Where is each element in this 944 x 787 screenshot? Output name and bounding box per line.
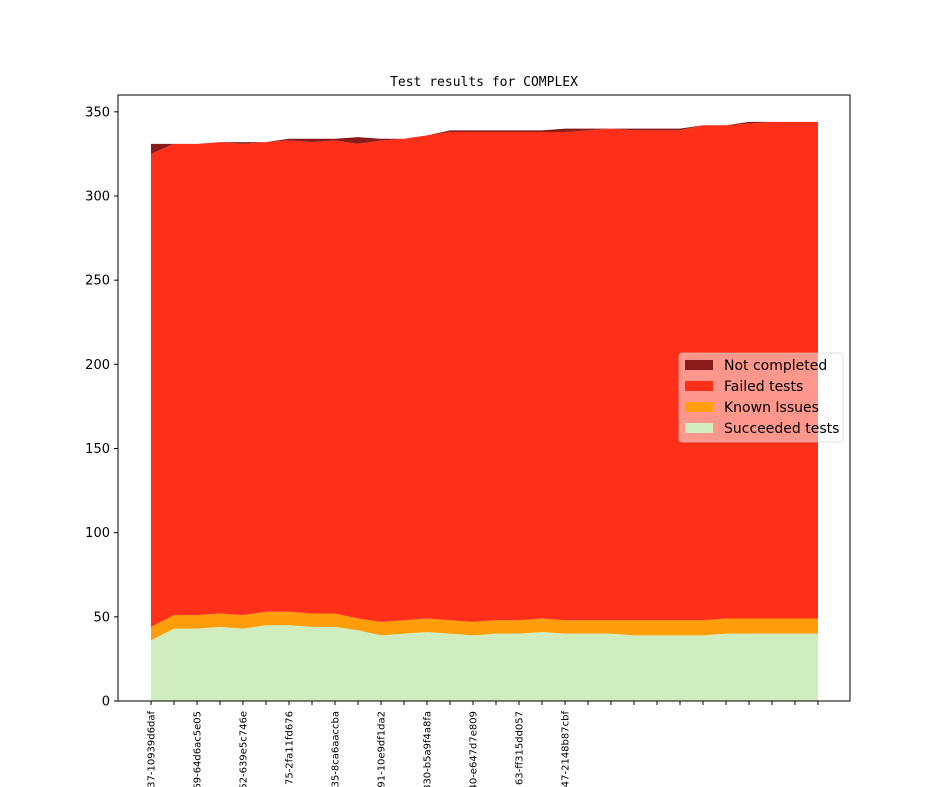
legend-label: Succeeded tests [724, 421, 839, 437]
x-tick-label: 37-10939d6daf [147, 711, 158, 787]
legend: Not completed Failed tests Known Issues Suc… [678, 352, 844, 443]
area-succeeded-tests [151, 625, 818, 701]
plot-frame [117, 94, 851, 702]
y-tick-label: 250 [85, 274, 110, 289]
x-tick-label: 47-2148b87cbf [561, 711, 572, 787]
y-tick-label: 300 [85, 190, 110, 205]
legend-label: Not completed [724, 358, 827, 374]
legend-label: Known Issues [724, 400, 819, 416]
chart-title: Test results for COMPLEX [390, 75, 578, 90]
area-not-completed [151, 121, 818, 154]
x-tick-label: 830-b5a9f4a8fa [423, 711, 434, 787]
legend-swatch [685, 423, 713, 433]
legend-swatch [685, 381, 713, 391]
legend-label: Failed tests [724, 379, 803, 395]
legend-swatch [685, 360, 713, 370]
x-tick-label: 75-2fa11fd676 [285, 711, 296, 785]
area-known-issues [151, 611, 818, 641]
x-tick-label: 35-8ca6aaccba [331, 711, 342, 787]
y-tick-label: 0 [102, 695, 110, 710]
x-tick-label: 63-ff315dd057 [515, 711, 526, 785]
x-tick-label: 52-639e5c746e [239, 711, 250, 787]
y-tick-label: 100 [85, 526, 110, 541]
x-tick-label: 91-10e9df1da2 [377, 711, 388, 787]
legend-box [678, 352, 844, 443]
y-tick-label: 350 [85, 105, 110, 120]
x-tick-label: 40-e647d7e809 [469, 711, 480, 787]
chart-areas [151, 121, 818, 701]
y-tick-label: 50 [93, 610, 110, 625]
y-tick-label: 150 [85, 442, 110, 457]
area-failed-tests [151, 121, 818, 627]
legend-swatch [685, 402, 713, 412]
x-tick-label: 69-64d6ac5e05 [193, 711, 204, 787]
x-axis: 37-10939d6daf 69-64d6ac5e05 52-639e5c746e 7… [147, 701, 819, 787]
y-tick-label: 200 [85, 358, 110, 373]
y-axis: 0 50 100 150 200 250 300 350 [85, 105, 118, 710]
